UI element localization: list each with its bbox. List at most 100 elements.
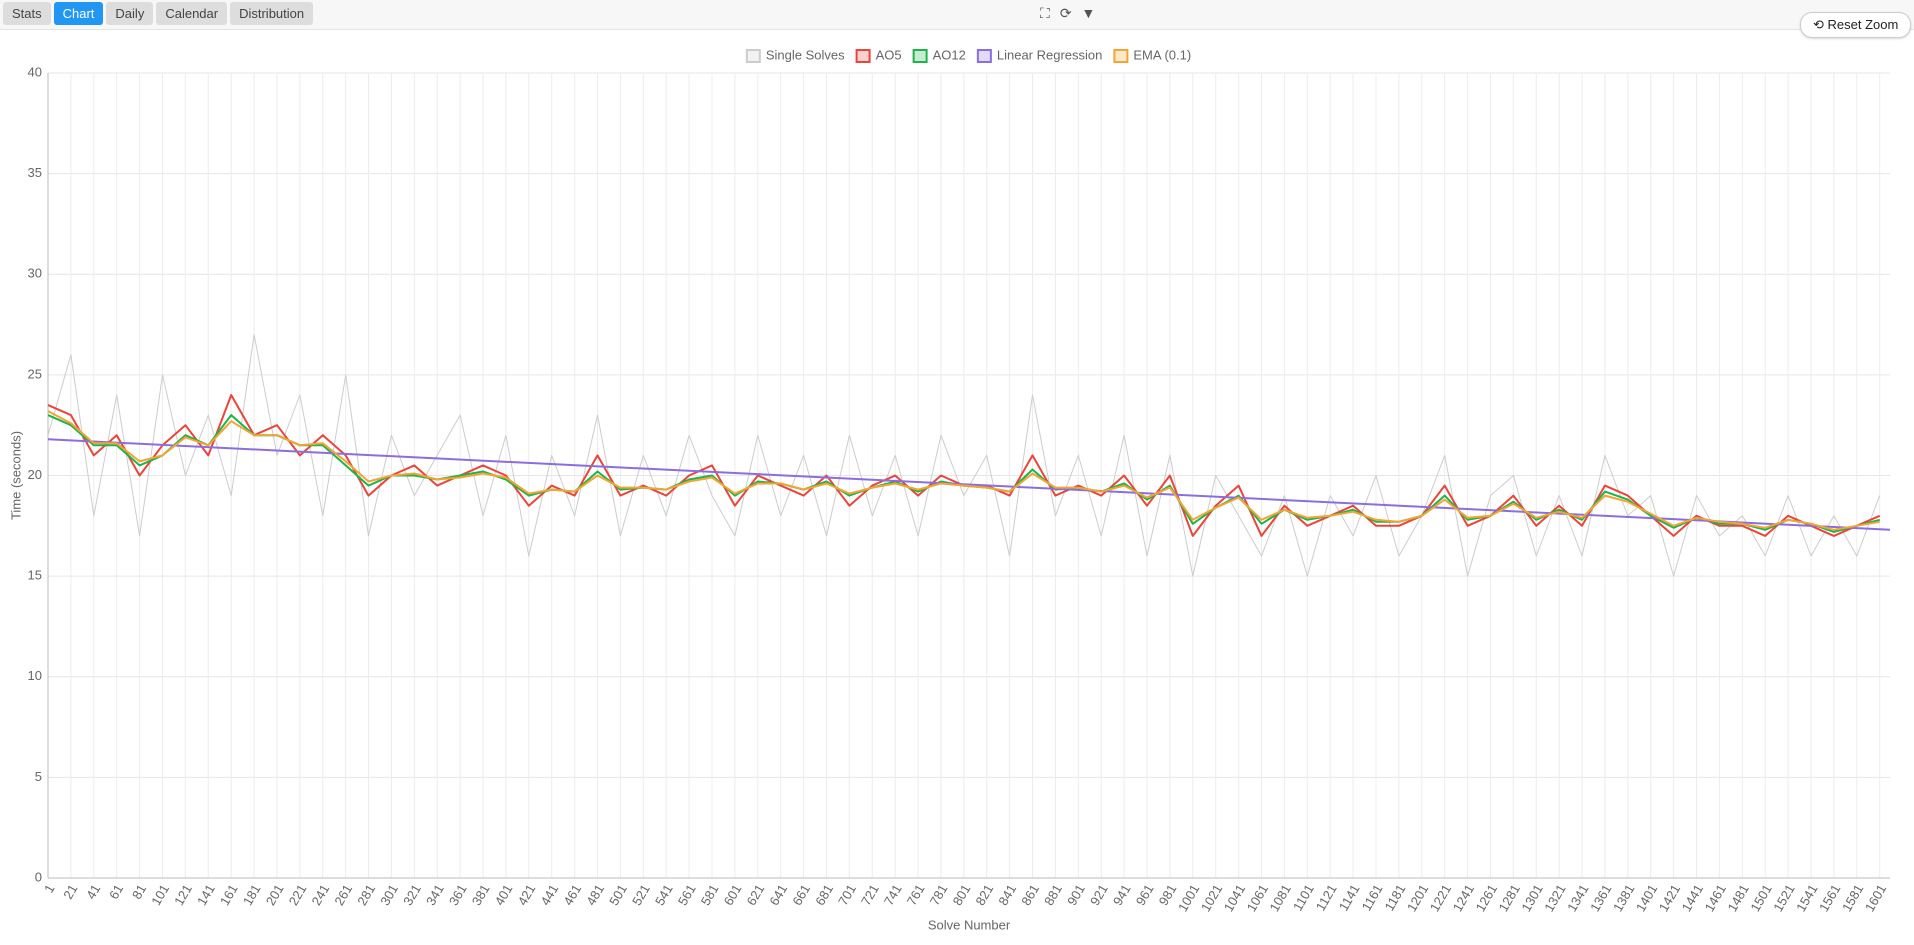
legend-swatch — [976, 49, 992, 63]
icon-button[interactable]: ⛶ — [1040, 5, 1050, 21]
legend-swatch — [1113, 49, 1129, 63]
x-tick-label: 1321 — [1541, 882, 1568, 915]
x-tick-label: 1 — [41, 882, 58, 896]
x-tick-label: 381 — [469, 882, 493, 908]
x-tick-label: 1401 — [1633, 882, 1660, 915]
x-tick-label: 1221 — [1427, 882, 1454, 915]
legend-swatch — [745, 49, 761, 63]
tab[interactable]: Calendar — [156, 2, 228, 25]
x-tick-label: 221 — [286, 882, 310, 908]
legend-label: Single Solves — [766, 47, 845, 62]
x-tick-label: 1201 — [1404, 882, 1431, 915]
legend: Single Solves AO5 AO12 Linear Regression EMA… — [745, 47, 1191, 63]
x-tick-label: 1361 — [1587, 882, 1614, 915]
x-tick-label: 1281 — [1495, 882, 1522, 915]
x-tick-label: 1161 — [1359, 882, 1386, 914]
x-tick-label: 81 — [129, 882, 149, 902]
x-tick-label: 1481 — [1724, 882, 1751, 915]
legend-label: EMA (0.1) — [1133, 47, 1191, 62]
x-tick-label: 141 — [194, 882, 218, 908]
tab[interactable]: Chart — [53, 2, 104, 25]
x-tick-label: 561 — [675, 882, 699, 908]
legend-item: AO12 — [912, 47, 966, 63]
icon-button[interactable]: ▼ — [1081, 5, 1096, 21]
x-tick-label: 821 — [972, 882, 996, 908]
x-tick-label: 1021 — [1198, 882, 1225, 915]
x-tick-label: 1561 — [1816, 882, 1843, 915]
x-tick-label: 421 — [515, 882, 539, 908]
x-tick-label: 41 — [83, 882, 103, 902]
x-tick-label: 961 — [1133, 882, 1157, 908]
x-tick-label: 741 — [881, 882, 905, 908]
x-tick-label: 501 — [606, 882, 630, 908]
x-tick-label: 721 — [858, 882, 882, 908]
x-tick-label: 461 — [560, 882, 584, 908]
reset-zoom-button[interactable]: ⟲ Reset Zoom — [1800, 12, 1912, 38]
x-tick-label: 621 — [744, 882, 768, 908]
legend-item: EMA (0.1) — [1113, 47, 1191, 63]
x-tick-label: 1181 — [1381, 882, 1408, 914]
series-line — [47, 438, 1891, 531]
x-tick-label: 1241 — [1450, 882, 1477, 915]
x-tick-label: 1301 — [1518, 882, 1545, 915]
legend-item: Linear Regression — [976, 47, 1103, 63]
x-tick-label: 1381 — [1610, 882, 1637, 915]
legend-label: AO5 — [876, 47, 902, 62]
x-tick-label: 941 — [1110, 882, 1134, 908]
x-tick-label: 21 — [60, 882, 80, 902]
x-tick-label: 181 — [240, 882, 264, 908]
y-tick-label: 25 — [28, 366, 42, 381]
x-tick-label: 701 — [835, 882, 859, 908]
x-tick-label: 121 — [171, 882, 195, 908]
x-tick-label: 781 — [927, 882, 951, 908]
x-tick-label: 1101 — [1290, 882, 1317, 914]
legend-item: Single Solves — [745, 47, 845, 63]
icon-group: ⛶ ⟳ ▼ — [1040, 5, 1095, 22]
x-tick-label: 1121 — [1313, 882, 1340, 914]
x-tick-label: 641 — [766, 882, 790, 908]
legend-swatch — [855, 49, 871, 63]
x-tick-label: 1461 — [1702, 882, 1729, 915]
x-tick-label: 861 — [1018, 882, 1042, 908]
series-line — [47, 410, 1880, 531]
y-tick-label: 5 — [35, 769, 42, 784]
x-tick-label: 161 — [217, 882, 241, 908]
x-tick-label: 841 — [995, 882, 1019, 908]
x-tick-label: 1261 — [1473, 882, 1500, 915]
x-tick-label: 1581 — [1839, 882, 1866, 915]
x-tick-label: 401 — [492, 882, 516, 908]
x-tick-label: 521 — [629, 882, 653, 908]
x-tick-label: 1001 — [1175, 882, 1202, 915]
x-tick-label: 301 — [377, 882, 401, 908]
x-tick-label: 1601 — [1862, 882, 1889, 915]
y-tick-label: 40 — [28, 64, 42, 79]
x-tick-label: 341 — [423, 882, 447, 908]
legend-label: Linear Regression — [997, 47, 1103, 62]
tab[interactable]: Daily — [106, 2, 154, 25]
tab[interactable]: Distribution — [230, 2, 314, 25]
x-tick-label: 1421 — [1656, 882, 1683, 915]
x-tick-label: 61 — [106, 882, 126, 902]
x-tick-label: 541 — [652, 882, 676, 908]
tab[interactable]: Stats — [3, 2, 51, 25]
legend-swatch — [912, 49, 928, 63]
y-tick-label: 15 — [28, 568, 42, 583]
x-tick-label: 1521 — [1770, 882, 1797, 915]
icon-button[interactable]: ⟳ — [1059, 5, 1072, 21]
x-tick-label: 201 — [263, 882, 287, 908]
y-tick-label: 10 — [28, 668, 42, 683]
x-tick-label: 601 — [721, 882, 745, 908]
y-axis-label: Time (seconds) — [8, 431, 23, 520]
x-tick-label: 1341 — [1564, 882, 1591, 915]
x-tick-label: 481 — [583, 882, 607, 908]
legend-item: AO5 — [855, 47, 902, 63]
x-axis-label: Solve Number — [928, 917, 1011, 932]
y-tick-label: 35 — [28, 165, 42, 180]
legend-label: AO12 — [933, 47, 966, 62]
x-tick-label: 241 — [308, 882, 332, 908]
x-tick-label: 361 — [446, 882, 470, 908]
x-tick-label: 101 — [148, 882, 172, 908]
x-tick-label: 1141 — [1336, 882, 1363, 914]
x-tick-label: 901 — [1064, 882, 1088, 908]
y-tick-label: 30 — [28, 266, 42, 281]
